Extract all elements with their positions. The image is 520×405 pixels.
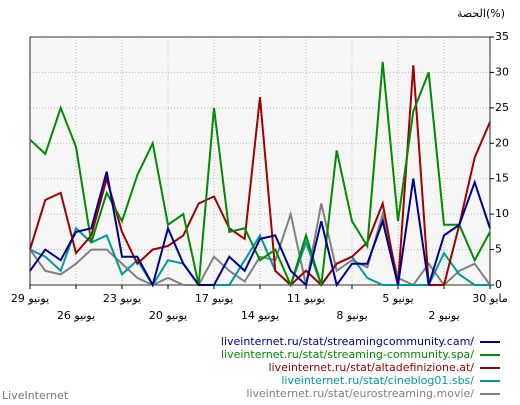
y-tick-label: 15 xyxy=(495,172,509,185)
y-tick-label: 5 xyxy=(495,243,502,256)
x-tick-label: 26 يونيو xyxy=(57,309,95,322)
y-tick-label: 10 xyxy=(495,207,509,220)
x-tick-label: 14 يونيو xyxy=(241,309,279,322)
y-tick-label: 30 xyxy=(495,65,509,78)
legend-label: liveinternet.ru/stat/streamingcommunity.… xyxy=(221,335,474,348)
legend-label: liveinternet.ru/stat/streaming-community… xyxy=(221,348,474,361)
x-tick-label: 8 يونيو xyxy=(336,309,367,322)
watermark: LiveInternet xyxy=(2,389,69,402)
series-line xyxy=(29,226,490,288)
x-tick-label: 17 يونيو xyxy=(195,292,233,305)
x-tick-label: 30 مايو xyxy=(472,292,508,305)
legend-label: liveinternet.ru/stat/eurostreaming.movie… xyxy=(246,387,474,400)
x-tick-label: 5 يونيو xyxy=(382,292,413,305)
x-tick-label: 11 يونيو xyxy=(287,292,325,305)
x-tick-label: 20 يونيو xyxy=(149,309,187,322)
y-tick-label: 0 xyxy=(495,278,502,291)
x-tick-label: 23 يونيو xyxy=(103,292,141,305)
y-tick-label: 35 xyxy=(495,30,509,43)
series-line xyxy=(29,171,491,288)
x-tick-label: 2 يونيو xyxy=(428,309,459,322)
y-tick-label: 20 xyxy=(495,136,509,149)
legend-label: liveinternet.ru/stat/cineblog01.sbs/ xyxy=(281,374,474,387)
series-line xyxy=(29,61,491,288)
x-tick-label: 29 يونيو xyxy=(11,292,49,305)
series-line xyxy=(29,65,491,287)
y-axis-label: الحصة(%) xyxy=(457,7,505,20)
plot-frame xyxy=(29,36,491,286)
legend-label: liveinternet.ru/stat/altadefinizione.at/ xyxy=(269,361,475,374)
y-tick-label: 25 xyxy=(495,101,509,114)
